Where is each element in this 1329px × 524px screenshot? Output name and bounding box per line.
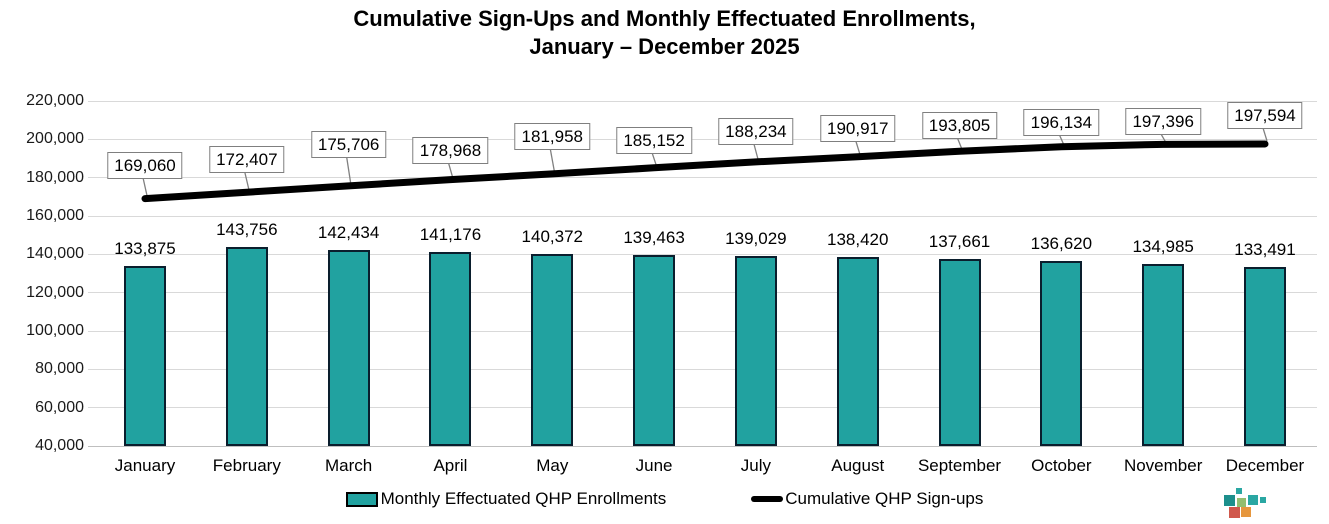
gridline: [88, 407, 1317, 409]
line-value-label: 197,594: [1227, 101, 1303, 129]
gridline: [88, 215, 1317, 217]
x-axis-label: September: [917, 456, 1002, 475]
chart-title-line1: Cumulative Sign-Ups and Monthly Effectua…: [353, 6, 976, 31]
y-axis-tick-label: 60,000: [35, 398, 84, 416]
bar-value-label: 136,620: [1030, 233, 1093, 253]
logo-square: [1241, 507, 1251, 517]
gridline: [88, 292, 1317, 294]
bar-value-label: 137,661: [928, 231, 991, 251]
line-value-label: 169,060: [107, 151, 183, 179]
y-axis-tick-label: 220,000: [26, 92, 84, 109]
bar: [327, 249, 370, 446]
bar: [938, 258, 981, 446]
bar: [531, 253, 574, 446]
gridline: [88, 138, 1317, 140]
line-value-label: 196,134: [1023, 108, 1100, 136]
label-leader-line: [345, 156, 352, 183]
line-swatch-icon: [751, 496, 784, 502]
gridline: [88, 445, 1317, 447]
bar: [124, 266, 166, 446]
line-value-label: 193,805: [921, 112, 998, 140]
bar-value-label: 141,176: [419, 225, 482, 245]
label-leader-line: [855, 140, 861, 154]
x-axis-label: April: [433, 456, 468, 475]
bar: [225, 247, 268, 446]
gridline: [88, 100, 1317, 102]
logo-square: [1260, 497, 1266, 503]
y-axis-tick-label: 120,000: [26, 283, 84, 301]
bar: [429, 252, 472, 446]
line-value-label: 175,706: [310, 130, 387, 158]
x-axis-label: February: [212, 456, 281, 475]
bar-value-label: 138,420: [826, 230, 889, 250]
gridline: [88, 368, 1317, 370]
label-leader-line: [753, 143, 759, 160]
line-value-label: 190,917: [819, 114, 896, 142]
x-axis-label: May: [536, 456, 569, 475]
x-axis-label: November: [1123, 456, 1203, 475]
y-axis-tick-label: 180,000: [26, 168, 84, 186]
line-value-label: 197,396: [1125, 108, 1201, 136]
bar: [836, 257, 879, 446]
bar-value-label: 133,491: [1234, 239, 1296, 259]
gridline: [88, 177, 1317, 179]
x-axis-label: December: [1225, 456, 1305, 475]
legend-label-signups: Cumulative QHP Sign-ups: [785, 489, 984, 508]
legend-item-enrollments: Monthly Effectuated QHP Enrollments: [345, 489, 667, 509]
line-value-label: 178,968: [412, 136, 489, 164]
gridline: [88, 330, 1317, 332]
label-leader-line: [244, 172, 250, 190]
legend-item-signups: Cumulative QHP Sign-ups: [751, 489, 983, 509]
chart-title: Cumulative Sign-Ups and Monthly Effectua…: [0, 5, 1329, 61]
legend: Monthly Effectuated QHP Enrollments Cumu…: [0, 489, 1329, 509]
y-axis-tick-label: 160,000: [26, 207, 84, 224]
bar-value-label: 134,985: [1132, 236, 1194, 256]
legend-label-enrollments: Monthly Effectuated QHP Enrollments: [380, 489, 667, 508]
line-value-label: 188,234: [718, 117, 794, 145]
bar: [633, 255, 676, 446]
label-leader-line: [549, 148, 555, 172]
y-axis-tick-label: 80,000: [35, 360, 84, 378]
line-value-label: 172,407: [209, 146, 285, 174]
y-axis-tick-label: 100,000: [26, 322, 84, 339]
bar-value-label: 142,434: [317, 222, 380, 242]
chart-title-line2: January – December 2025: [529, 34, 800, 59]
y-axis-tick-label: 140,000: [26, 245, 84, 263]
line-value-label: 185,152: [616, 126, 692, 154]
line-value-label: 181,958: [514, 122, 590, 150]
label-leader-line: [142, 177, 148, 196]
bar-value-label: 143,756: [216, 220, 278, 240]
x-axis-label: August: [831, 456, 885, 475]
x-axis-label: July: [740, 456, 772, 475]
x-axis-label: October: [1031, 456, 1092, 475]
bar-value-label: 139,029: [725, 229, 787, 249]
logo-square: [1236, 488, 1242, 494]
bar: [734, 256, 777, 446]
label-leader-line: [447, 162, 454, 177]
logo-square: [1237, 498, 1246, 507]
y-axis-tick-label: 40,000: [35, 437, 84, 454]
gridline: [88, 253, 1317, 255]
label-leader-line: [651, 152, 657, 165]
logo-square: [1229, 507, 1240, 518]
x-axis-label: March: [325, 456, 373, 475]
bar-swatch-icon: [345, 491, 378, 507]
bar: [1040, 260, 1083, 446]
bar: [1244, 266, 1286, 446]
logo-square: [1248, 495, 1258, 505]
bar-value-label: 139,463: [623, 228, 685, 248]
colored-squares-logo-icon: [1222, 486, 1278, 524]
bar-value-label: 133,875: [114, 239, 176, 259]
bar-value-label: 140,372: [521, 226, 583, 246]
x-axis-label: June: [635, 456, 673, 475]
x-axis-label: January: [114, 456, 176, 475]
label-leader-line: [1160, 134, 1166, 142]
y-axis-tick-label: 200,000: [26, 130, 84, 148]
bar: [1142, 263, 1185, 446]
logo-square: [1224, 495, 1235, 506]
